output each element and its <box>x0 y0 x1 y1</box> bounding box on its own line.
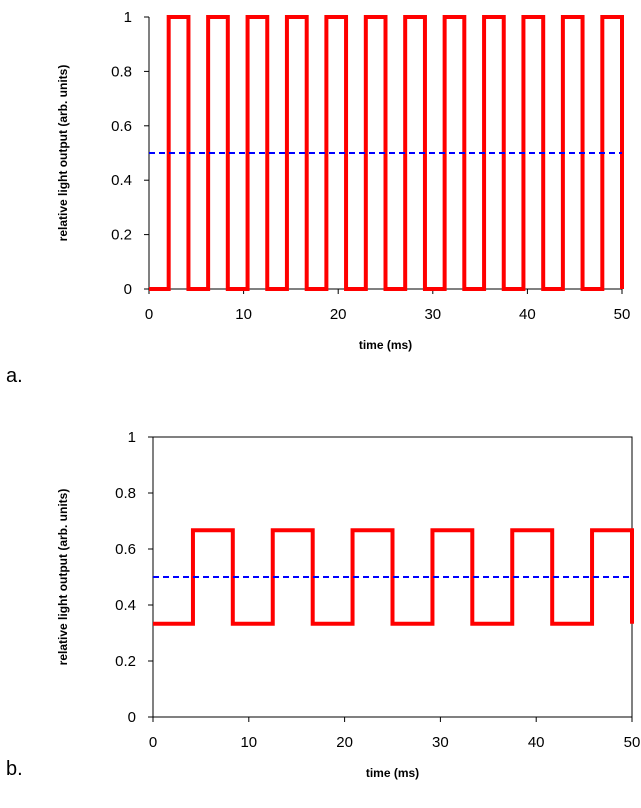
y-tick-label: 0.6 <box>115 541 136 558</box>
x-tick-label: 30 <box>432 734 449 751</box>
y-tick-label: 0.8 <box>111 63 132 80</box>
y-tick-label: 0.4 <box>115 597 136 614</box>
y-tick-label: 1 <box>128 429 136 446</box>
y-axis-title: relative light output (arb. units) <box>56 65 70 242</box>
x-tick-label: 20 <box>330 306 347 323</box>
panel-label: a. <box>6 365 23 387</box>
y-axis-title: relative light output (arb. units) <box>56 489 70 666</box>
y-tick-label: 0 <box>128 709 136 726</box>
y-tick-label: 0.4 <box>111 172 132 189</box>
x-tick-label: 10 <box>240 734 257 751</box>
y-tick-label: 1 <box>124 9 132 26</box>
x-tick-label: 10 <box>235 306 252 323</box>
x-axis-title: time (ms) <box>366 766 419 780</box>
panel-label: b. <box>6 758 23 780</box>
x-axis-title: time (ms) <box>359 338 412 352</box>
x-tick-label: 30 <box>424 306 441 323</box>
x-tick-label: 20 <box>336 734 353 751</box>
square-wave-series <box>153 528 634 626</box>
x-tick-label: 0 <box>145 306 153 323</box>
x-tick-label: 40 <box>528 734 545 751</box>
y-tick-label: 0.6 <box>111 118 132 135</box>
y-tick-label: 0.2 <box>111 227 132 244</box>
x-tick-label: 0 <box>149 734 157 751</box>
x-tick-label: 40 <box>519 306 536 323</box>
x-tick-label: 50 <box>614 306 631 323</box>
y-tick-label: 0.2 <box>115 653 136 670</box>
y-tick-label: 0 <box>124 281 132 298</box>
x-tick-label: 50 <box>624 734 641 751</box>
square-wave-series <box>149 15 624 291</box>
y-tick-label: 0.8 <box>115 485 136 502</box>
